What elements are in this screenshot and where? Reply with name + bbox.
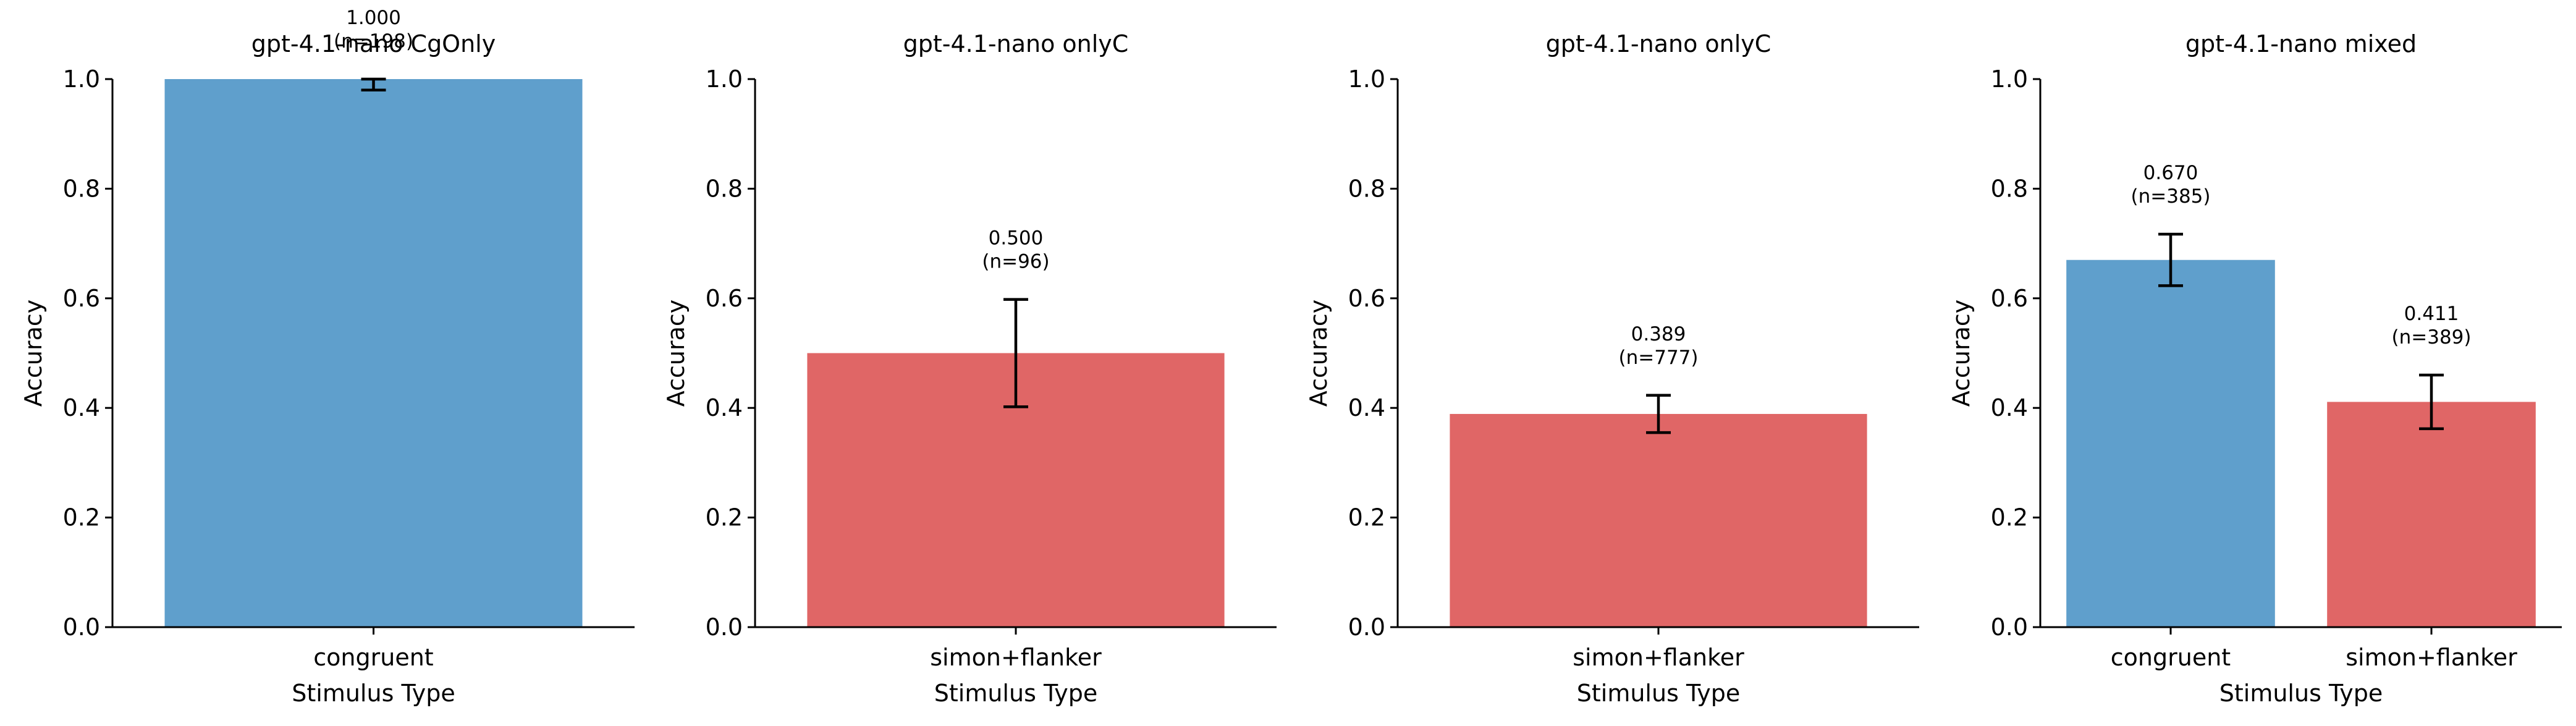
y-tick-label: 0.8: [1348, 175, 1385, 202]
y-axis-label: Accuracy: [1948, 300, 1975, 407]
bar-count-label: (n=385): [2131, 185, 2211, 208]
x-axis-label: Stimulus Type: [1577, 680, 1740, 707]
chart-panel-1: 1.000(n=198) 0.0 0.2 0.4 0.6 0.8 1.0 congruent S…: [20, 7, 635, 707]
error-bar: [2158, 232, 2183, 287]
chart-title: gpt-4.1-nano onlyC: [903, 30, 1129, 57]
x-axis-label: Stimulus Type: [292, 680, 455, 707]
chart-panel-2: 0.500(n=96) 0.0 0.2 0.4 0.6 0.8 1.0 simon+flank…: [662, 30, 1277, 707]
bar-congruent: [164, 79, 583, 627]
error-bar: [2419, 373, 2444, 431]
y-tick-label: 0.0: [706, 614, 743, 641]
x-axis-label: Stimulus Type: [2219, 680, 2383, 707]
y-tick-label: 1.0: [1348, 65, 1385, 93]
bar-simon-flanker: [1450, 413, 1867, 627]
chart-panel-3: 0.389(n=777) 0.0 0.2 0.4 0.6 0.8 1.0 simon+flan…: [1305, 30, 1919, 707]
chart-title: gpt-4.1-nano mixed: [2185, 30, 2417, 57]
bar-value-label: 0.500: [989, 227, 1044, 250]
y-axis-label: Accuracy: [20, 300, 47, 407]
chart-title: gpt-4.1-nano CgOnly: [251, 30, 496, 57]
y-tick-label: 0.2: [63, 504, 100, 531]
x-tick-label: simon+flanker: [930, 644, 1102, 671]
y-tick-label: 0.4: [706, 394, 743, 421]
bar-simon-flanker: [2327, 402, 2536, 627]
y-tick-label: 0.4: [1348, 394, 1385, 421]
bar-value-label: 1.000: [346, 7, 401, 29]
bar-congruent: [2066, 260, 2275, 628]
y-tick-label: 0.8: [1991, 175, 2028, 202]
y-tick-label: 0.8: [63, 175, 100, 202]
x-axis-label: Stimulus Type: [934, 680, 1097, 707]
y-tick-label: 0.6: [1348, 285, 1385, 312]
bar-count-label: (n=389): [2392, 326, 2472, 348]
chart-title: gpt-4.1-nano onlyC: [1546, 30, 1772, 57]
y-tick-label: 1.0: [1991, 65, 2028, 93]
x-tick-label: simon+flanker: [2346, 644, 2517, 671]
y-tick-label: 0.8: [706, 175, 743, 202]
y-tick-label: 0.2: [1991, 504, 2028, 531]
bar-count-label: (n=96): [982, 251, 1049, 273]
y-tick-label: 0.0: [63, 614, 100, 641]
bar-value-label: 0.670: [2143, 162, 2198, 184]
y-axis-label: Accuracy: [662, 300, 690, 407]
error-bar: [1003, 298, 1028, 408]
bar-value-label: 0.389: [1631, 323, 1686, 345]
error-bar: [361, 77, 386, 91]
y-tick-label: 0.6: [1991, 285, 2028, 312]
chart-panel-4: 0.670(n=385) 0.411(n=389) 0.0 0.2 0.4 0.6 0.8 1…: [1948, 30, 2562, 707]
y-tick-label: 0.2: [706, 504, 743, 531]
y-tick-label: 0.2: [1348, 504, 1385, 531]
y-tick-label: 0.4: [1991, 394, 2028, 421]
y-tick-label: 0.0: [1348, 614, 1385, 641]
x-tick-label: congruent: [2111, 644, 2231, 671]
y-tick-label: 1.0: [706, 65, 743, 93]
x-tick-label: congruent: [313, 644, 433, 671]
x-tick-label: simon+flanker: [1573, 644, 1744, 671]
y-tick-label: 1.0: [63, 65, 100, 93]
y-axis-label: Accuracy: [1305, 300, 1332, 407]
bar-count-label: (n=777): [1619, 347, 1699, 369]
y-tick-label: 0.6: [63, 285, 100, 312]
y-tick-label: 0.6: [706, 285, 743, 312]
error-bar: [1646, 394, 1671, 434]
bar-value-label: 0.411: [2404, 303, 2459, 325]
y-tick-label: 0.0: [1991, 614, 2028, 641]
bar-count-label: (n=198): [334, 30, 413, 53]
y-tick-label: 0.4: [63, 394, 100, 421]
